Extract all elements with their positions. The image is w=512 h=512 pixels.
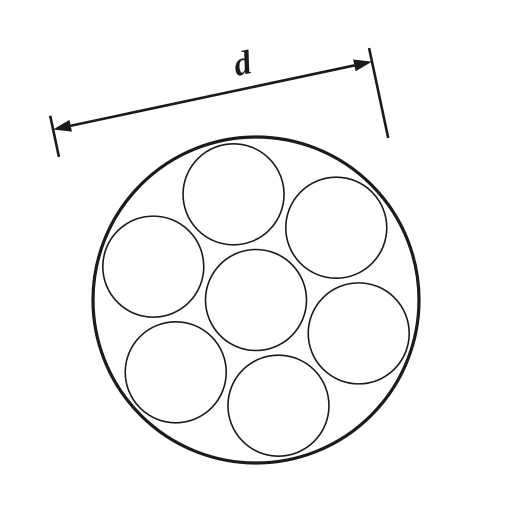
inner-circle xyxy=(103,216,204,317)
inner-circle-center xyxy=(206,250,307,351)
inner-circle xyxy=(125,322,226,423)
arrowhead-left xyxy=(53,120,72,132)
dimension-label: d xyxy=(230,44,255,84)
outer-circle xyxy=(93,137,419,463)
inner-circle xyxy=(308,283,409,384)
arrowhead-right xyxy=(353,60,372,72)
dimension-bar xyxy=(71,65,355,125)
inner-circle xyxy=(286,177,387,278)
inner-circle xyxy=(183,144,284,245)
extension-line-left xyxy=(50,116,59,157)
inner-circle xyxy=(228,355,329,456)
inner-circles xyxy=(103,144,409,456)
extension-line-right xyxy=(369,48,388,138)
